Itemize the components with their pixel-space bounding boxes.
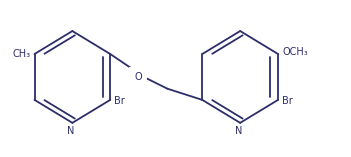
Text: N: N xyxy=(235,126,242,136)
Text: N: N xyxy=(67,126,74,136)
Text: Br: Br xyxy=(114,96,125,106)
Text: OCH₃: OCH₃ xyxy=(282,47,308,57)
Text: O: O xyxy=(134,72,142,82)
Text: Br: Br xyxy=(282,96,293,106)
Text: CH₃: CH₃ xyxy=(12,49,30,59)
